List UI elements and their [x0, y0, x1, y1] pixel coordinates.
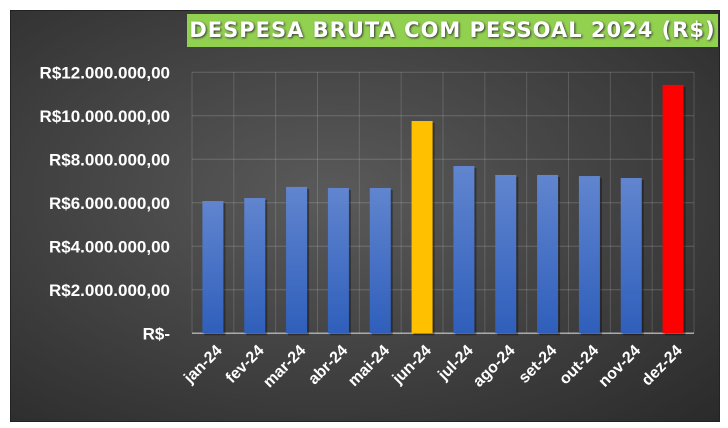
- chart-area: [10, 10, 720, 422]
- y-tick-label: R$2.000.000,00: [49, 281, 170, 300]
- y-tick-label: R$6.000.000,00: [49, 194, 170, 213]
- bar-out-24: [578, 176, 600, 334]
- x-tick-label: abr-24: [305, 342, 351, 388]
- x-tick-label: mar-24: [260, 342, 309, 391]
- bar-ago-24: [495, 174, 517, 334]
- bar-jul-24: [453, 166, 475, 334]
- bar-mai-24: [369, 188, 391, 334]
- y-tick-label: R$-: [143, 324, 170, 343]
- x-tick-label: ago-24: [470, 342, 519, 391]
- bar-jun-24: [411, 121, 433, 334]
- bar-jan-24: [202, 201, 224, 334]
- bar-abr-24: [327, 188, 349, 334]
- bar-mar-24: [286, 186, 308, 334]
- x-tick-label: mai-24: [345, 342, 393, 390]
- y-tick-label: R$8.000.000,00: [49, 150, 170, 169]
- bar-set-24: [537, 174, 559, 334]
- chart-title: DESPESA BRUTA COM PESSOAL 2024 (R$): [187, 14, 718, 47]
- x-tick-label: jan-24: [180, 342, 225, 387]
- y-tick-label: R$4.000.000,00: [49, 237, 170, 256]
- x-tick-label: set-24: [516, 342, 561, 387]
- y-tick-label: R$10.000.000,00: [40, 107, 170, 126]
- x-tick-label: nov-24: [596, 342, 645, 391]
- x-tick-label: dez-24: [639, 342, 686, 389]
- bar-fev-24: [244, 198, 266, 334]
- x-tick-label: out-24: [556, 342, 602, 388]
- bar-nov-24: [620, 178, 642, 334]
- y-tick-label: R$12.000.000,00: [40, 63, 170, 82]
- bar-dez-24: [662, 84, 684, 334]
- x-tick-label: jun-24: [389, 342, 435, 388]
